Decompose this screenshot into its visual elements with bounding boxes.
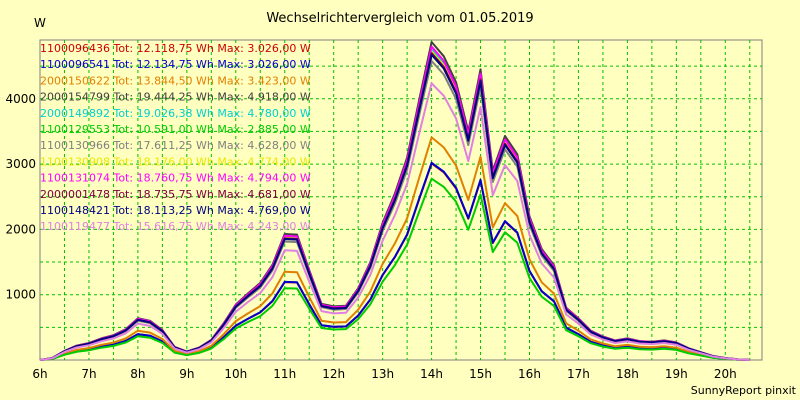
y-tick-label: 2000 bbox=[5, 222, 36, 236]
series-line-11 bbox=[39, 53, 750, 361]
x-tick-label: 9h bbox=[179, 367, 194, 381]
series-line-3 bbox=[39, 136, 750, 361]
series-line-6 bbox=[39, 177, 750, 361]
y-axis-ticks: 1000 2000 3000 4000 bbox=[5, 92, 36, 302]
x-tick-label: 8h bbox=[130, 367, 145, 381]
legend-entry-5: 2000149892 Tot: 19.026,38 Wh Max: 4.780,… bbox=[40, 107, 311, 120]
x-tick-label: 7h bbox=[81, 367, 96, 381]
legend-entry-2: 1100096541 Tot: 12.134,75 Wh Max: 3.026,… bbox=[40, 58, 311, 71]
x-tick-label: 20h bbox=[714, 367, 737, 381]
y-axis-label: W bbox=[34, 16, 46, 30]
x-tick-label: 11h bbox=[273, 367, 296, 381]
chart-title: Wechselrichtervergleich vom 01.05.2019 bbox=[266, 11, 533, 26]
y-tick-label: 3000 bbox=[5, 157, 36, 171]
legend-entry-12: 1100119477 Tot: 15.616,75 Wh Max: 4.243,… bbox=[40, 220, 311, 233]
legend-entry-10: 2000001478 Tot: 18.735,75 Wh Max: 4.681,… bbox=[40, 188, 311, 201]
legend-entry-8: 1100130908 Tot: 18.176,00 Wh Max: 4.774,… bbox=[40, 155, 311, 168]
legend: 1100096436 Tot: 12.118,75 Wh Max: 3.026,… bbox=[40, 42, 311, 233]
x-tick-label: 18h bbox=[616, 367, 639, 381]
x-tick-label: 10h bbox=[224, 367, 247, 381]
x-tick-label: 17h bbox=[567, 367, 590, 381]
legend-entry-7: 1100130966 Tot: 17.611,25 Wh Max: 4.628,… bbox=[40, 139, 311, 152]
x-tick-label: 19h bbox=[665, 367, 688, 381]
series-layer bbox=[39, 41, 750, 361]
legend-entry-6: 1100129553 Tot: 10.591,00 Wh Max: 2.885,… bbox=[40, 123, 311, 136]
legend-entry-4: 2000154799 Tot: 19.444,25 Wh Max: 4.918,… bbox=[40, 91, 311, 104]
x-tick-label: 13h bbox=[371, 367, 394, 381]
x-tick-label: 16h bbox=[518, 367, 541, 381]
legend-entry-1: 1100096436 Tot: 12.118,75 Wh Max: 3.026,… bbox=[40, 42, 311, 55]
legend-entry-9: 1100131074 Tot: 18.760,75 Wh Max: 4.794,… bbox=[40, 172, 311, 185]
legend-entry-11: 1100148421 Tot: 18.113,25 Wh Max: 4.769,… bbox=[40, 204, 311, 217]
y-tick-label: 1000 bbox=[5, 288, 36, 302]
x-tick-label: 15h bbox=[469, 367, 492, 381]
series-line-12 bbox=[39, 82, 750, 361]
footer-credit: SunnyReport pinxit bbox=[691, 384, 797, 397]
x-tick-label: 14h bbox=[420, 367, 443, 381]
x-tick-label: 12h bbox=[322, 367, 345, 381]
x-tick-label: 6h bbox=[32, 367, 47, 381]
y-tick-label: 4000 bbox=[5, 92, 36, 106]
series-line-2 bbox=[39, 161, 750, 361]
legend-entry-3: 2000150622 Tot: 13.844,50 Wh Max: 3.423,… bbox=[40, 74, 311, 87]
x-axis-ticks: 6h 7h 8h 9h 10h 11h 12h 13h 14h 15h 16h 17h 18h 19h 20… bbox=[32, 367, 736, 381]
